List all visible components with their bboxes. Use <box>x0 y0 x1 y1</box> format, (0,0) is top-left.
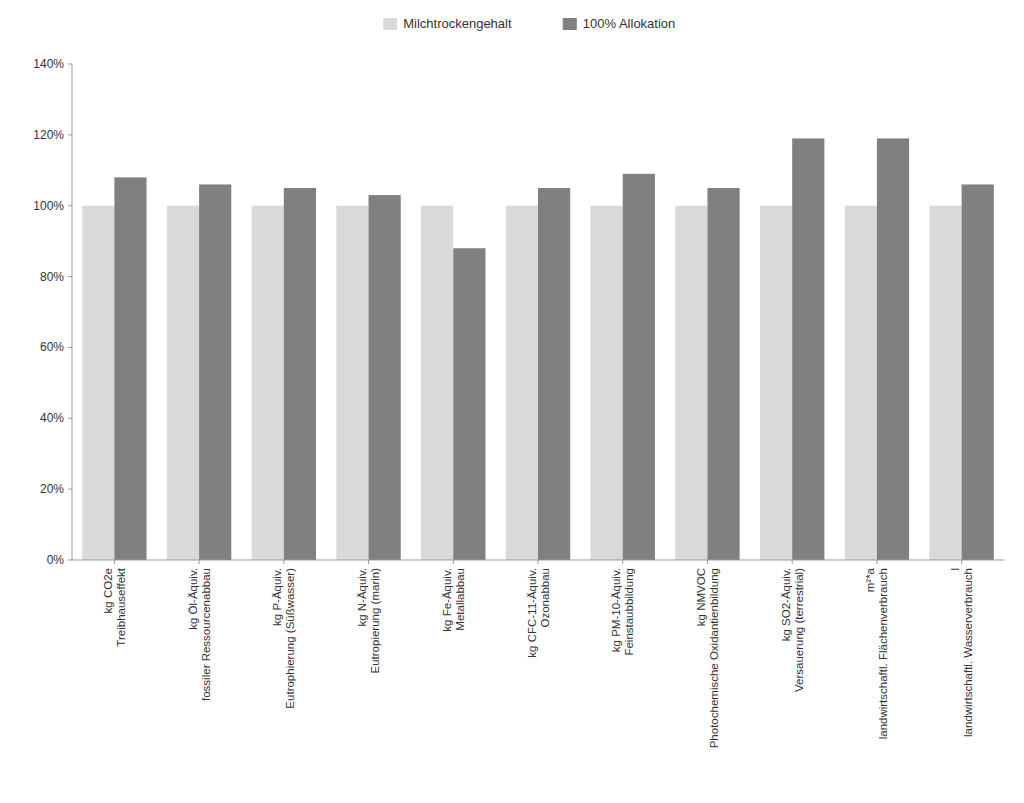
y-tick-label: 100% <box>33 199 64 213</box>
y-tick <box>68 489 72 490</box>
bar <box>114 177 146 560</box>
y-tick <box>68 134 72 135</box>
x-tick-label: kg CO2eTreibhauseffekt <box>102 567 127 646</box>
y-tick-label: 120% <box>33 128 64 142</box>
bars <box>82 138 994 560</box>
bar <box>538 188 570 560</box>
x-tick-label: kg P-Äquiv.Eutrophierung (Süßwasser) <box>271 568 296 709</box>
x-tick <box>453 560 454 564</box>
y-tick <box>68 560 72 561</box>
legend-label: Milchtrockengehalt <box>403 16 512 31</box>
y-tick <box>68 418 72 419</box>
legend: Milchtrockengehalt 100% Allokation <box>383 16 675 31</box>
bar <box>675 206 707 560</box>
x-tick-label: kg NMVOCPhotochemische Oxidantienbildung <box>695 568 720 748</box>
bar <box>929 206 961 560</box>
y-tick-label: 80% <box>40 270 64 284</box>
x-tick-label: llandwirtschaftl. Wasserverbrauch <box>949 568 974 737</box>
bar <box>623 174 655 560</box>
bar <box>199 184 231 560</box>
x-tick-label: kg SO2-Äquiv.Versauerung (terrestrial) <box>780 568 805 692</box>
y-tick-label: 20% <box>40 482 64 496</box>
x-tick <box>368 560 369 564</box>
x-tick <box>961 560 962 564</box>
y-tick <box>68 64 72 65</box>
bar <box>506 206 538 560</box>
x-tick <box>199 560 200 564</box>
x-tick-label: kg CFC-11-Äquiv.Ozonabbau <box>526 568 551 658</box>
x-tick <box>538 560 539 564</box>
axes: 0% 20% 40% 60% 80% 100% 120% 140% kg CO2eTreibha… <box>33 57 1004 748</box>
x-tick <box>876 560 877 564</box>
y-tick-label: 60% <box>40 340 64 354</box>
y-tick-label: 40% <box>40 411 64 425</box>
bar <box>252 206 284 560</box>
x-tick-label: kg Öl-Äquiv.fossiler Ressourcenabbau <box>187 568 212 701</box>
bar <box>284 188 316 560</box>
bar <box>707 188 739 560</box>
x-tick <box>622 560 623 564</box>
legend-swatch <box>383 18 397 30</box>
x-tick-label: kg Fe-Äquiv.Metallabbau <box>441 568 466 632</box>
bar <box>962 184 994 560</box>
bar <box>845 206 877 560</box>
bar <box>760 206 792 560</box>
bar <box>369 195 401 560</box>
y-tick <box>68 347 72 348</box>
x-tick-label: m²*alandwirtschaftl. Flächenverbrauch <box>864 567 889 739</box>
bar <box>877 138 909 560</box>
y-tick <box>68 276 72 277</box>
bar <box>167 206 199 560</box>
legend-label: 100% Allokation <box>583 16 676 31</box>
y-tick <box>68 205 72 206</box>
x-tick <box>283 560 284 564</box>
x-tick <box>114 560 115 564</box>
chart: 0% 20% 40% 60% 80% 100% 120% 140% kg CO2eTreibha… <box>0 0 1024 803</box>
x-tick-label: kg PM-10-Äquiv.Feinstaubbildung <box>610 568 635 656</box>
bar <box>792 138 824 560</box>
bar <box>421 206 453 560</box>
y-tick-label: 0% <box>47 553 65 567</box>
bar <box>336 206 368 560</box>
x-tick <box>707 560 708 564</box>
bar <box>591 206 623 560</box>
x-tick-label: kg N-Äquiv.Eutropierung (marin) <box>356 568 381 674</box>
y-axis-line <box>72 64 73 560</box>
bar <box>453 248 485 560</box>
bar <box>82 206 114 560</box>
y-tick-label: 140% <box>33 57 64 71</box>
legend-swatch <box>563 18 577 30</box>
x-tick <box>792 560 793 564</box>
